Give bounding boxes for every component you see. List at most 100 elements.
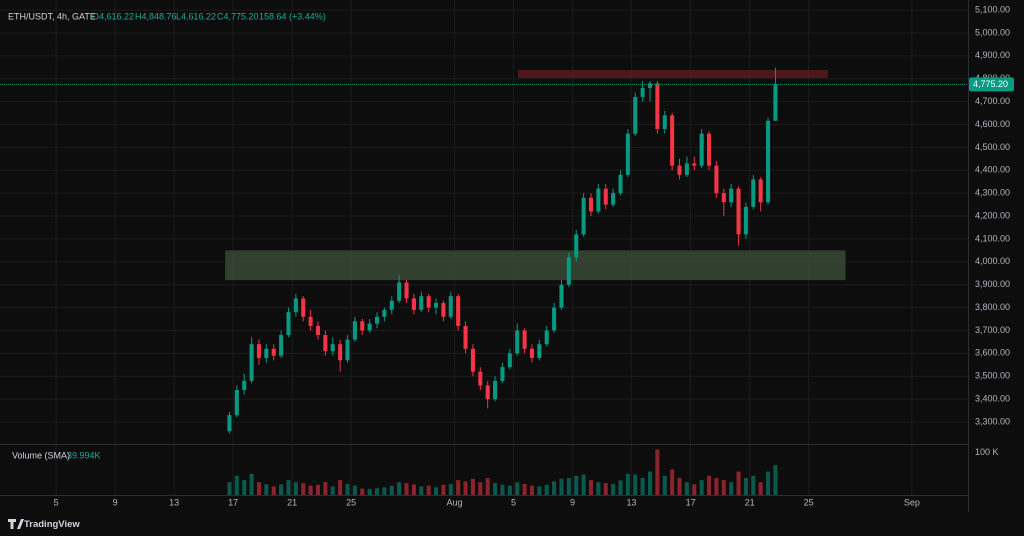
volume-bar — [625, 473, 630, 495]
volume-bar — [677, 477, 682, 495]
y-tick-label: 3,800.00 — [975, 302, 1010, 312]
ohlc-change: 158.64 (+3.44%) — [259, 11, 326, 21]
candle-body — [301, 298, 306, 317]
volume-bar — [714, 477, 719, 495]
ohlc-open: O4,616.22 — [92, 11, 134, 21]
candle-body — [692, 163, 697, 166]
candle-body — [470, 348, 475, 372]
volume-bar — [345, 483, 350, 495]
x-tick-label: 13 — [169, 497, 179, 507]
marks — [0, 67, 968, 495]
volume-bar — [655, 449, 660, 495]
volume-bar — [699, 480, 704, 495]
volume-bar — [249, 473, 254, 495]
volume-bar — [256, 482, 261, 495]
candle-body — [596, 188, 601, 212]
volume-bar — [301, 483, 306, 495]
volume-bar — [463, 481, 468, 495]
volume-bar — [721, 480, 726, 495]
x-tick-label: 17 — [686, 497, 696, 507]
volume-bar — [552, 481, 557, 495]
volume-bar — [404, 483, 409, 495]
volume-bar — [441, 484, 446, 495]
symbol: ETH/USDT, 4h, GATE — [8, 11, 96, 21]
volume-bar — [419, 486, 424, 495]
volume-bar — [559, 478, 564, 495]
candle-body — [670, 115, 675, 166]
candle-body — [264, 348, 269, 358]
volume-bar — [633, 474, 638, 495]
candle-body — [463, 325, 468, 349]
candle-body — [367, 323, 372, 331]
candle-body — [529, 348, 534, 358]
brand: TradingView — [24, 519, 80, 530]
volume-bar — [588, 480, 594, 495]
candle-body — [382, 309, 387, 317]
candle-body — [729, 188, 734, 203]
candle-body — [714, 165, 719, 194]
volume-bar — [729, 482, 734, 495]
volume-bar — [574, 475, 579, 495]
volume-bar — [751, 475, 756, 495]
zone — [225, 250, 846, 281]
x-tick-label: 9 — [113, 497, 118, 507]
candle-body — [249, 344, 254, 381]
volume-bar — [374, 488, 380, 495]
volume-bar — [456, 480, 461, 495]
grid — [0, 0, 968, 495]
last-price-label: 4,775.20 — [973, 79, 1008, 89]
candle-body — [493, 380, 498, 400]
x-tick-label: 5 — [54, 497, 59, 507]
candle-body — [441, 303, 446, 317]
volume-bar — [684, 482, 689, 495]
volume-bar — [507, 485, 512, 495]
candle-body — [581, 197, 586, 235]
candle-body — [330, 344, 335, 352]
volume-bar — [330, 486, 335, 495]
candle-body — [537, 344, 542, 358]
candle-body — [315, 325, 321, 336]
volume-bar — [293, 482, 298, 495]
volume-bar — [323, 482, 328, 495]
x-tick-label: 5 — [511, 497, 516, 507]
y-tick-label: 4,200.00 — [975, 210, 1010, 220]
ohlc-high: H4,848.76 — [135, 11, 177, 21]
candle-body — [707, 133, 712, 166]
footer — [0, 512, 1024, 536]
volume-bar — [242, 480, 247, 495]
y-tick-label: 4,600.00 — [975, 119, 1010, 129]
x-tick-label: 25 — [346, 497, 356, 507]
candle-body — [242, 380, 247, 390]
volume-bar — [382, 487, 387, 495]
volume-bar — [647, 471, 653, 495]
volume-bar — [529, 485, 534, 495]
candle-body — [552, 307, 557, 331]
y-tick-label: 4,500.00 — [975, 142, 1010, 152]
candle-body — [588, 197, 594, 212]
candle-body — [286, 312, 291, 336]
candle-body — [227, 415, 232, 432]
volume-bar — [315, 484, 321, 495]
candle-body — [478, 371, 483, 386]
y-tick-label: 3,400.00 — [975, 394, 1010, 404]
volume-bar — [662, 475, 667, 495]
candle-body — [256, 344, 261, 358]
candle-body — [611, 193, 616, 205]
candle-body — [234, 389, 239, 416]
candle-body — [566, 257, 571, 285]
y-tick-label: 3,600.00 — [975, 348, 1010, 358]
volume-bar — [397, 482, 402, 495]
ohlc-low: L4,616.22 — [176, 11, 216, 21]
candle-body — [655, 83, 660, 130]
x-tick-label: 17 — [228, 497, 238, 507]
candle-body — [699, 133, 704, 166]
y-tick-label: 4,900.00 — [975, 50, 1010, 60]
y-tick-label: 4,700.00 — [975, 96, 1010, 106]
candle-body — [352, 321, 357, 340]
volume-bar — [426, 485, 431, 495]
candle-body — [766, 120, 771, 203]
volume-bar — [234, 475, 239, 495]
candle-body — [500, 367, 505, 381]
volume-bar — [448, 483, 453, 495]
candle-body — [279, 335, 284, 356]
